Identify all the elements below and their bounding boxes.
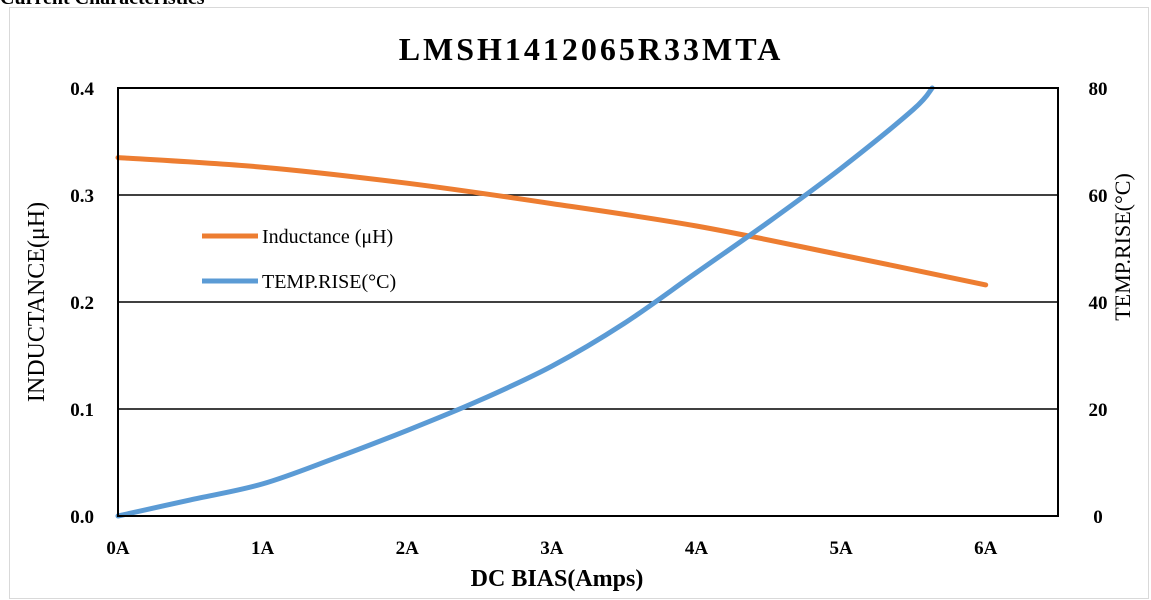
legend: Inductance (μH) TEMP.RISE(°C) — [202, 226, 396, 293]
y-left-tick-label: 0.3 — [70, 186, 94, 207]
series-line-inductance — [115, 155, 989, 288]
series-line-temp-rise — [115, 85, 935, 519]
x-tick-label: 5A — [829, 538, 853, 559]
x-axis-ticks: 0A 1A 2A 3A 4A 5A 6A — [106, 538, 997, 559]
y-right-tick-label: 60 — [1089, 186, 1108, 207]
gridlines — [118, 87, 1058, 517]
right-axis-ticks: 0 20 40 60 80 — [1089, 79, 1108, 528]
y-right-tick-label: 40 — [1089, 293, 1108, 314]
series-layer — [115, 85, 989, 519]
x-tick-label: 2A — [396, 538, 420, 559]
legend-label: Inductance (μH) — [262, 226, 393, 248]
y-left-tick-label: 0.0 — [70, 507, 94, 528]
x-tick-label: 3A — [540, 538, 564, 559]
x-axis-label: DC BIAS(Amps) — [471, 566, 644, 592]
y-axis-right-label: TEMP.RISE(°C) — [1110, 173, 1135, 321]
page-heading: Current Characteristics — [0, 0, 205, 8]
y-left-tick-label: 0.4 — [70, 79, 94, 100]
chart-title: LMSH1412065R33MTA — [399, 31, 784, 67]
y-left-tick-label: 0.1 — [70, 400, 94, 421]
x-tick-label: 0A — [106, 538, 130, 559]
y-right-tick-label: 20 — [1089, 400, 1108, 421]
y-right-tick-label: 0 — [1093, 507, 1103, 528]
legend-label: TEMP.RISE(°C) — [262, 271, 396, 293]
y-left-tick-label: 0.2 — [70, 293, 94, 314]
plot-area-border — [117, 87, 1059, 517]
x-tick-label: 6A — [974, 538, 998, 559]
x-tick-label: 4A — [685, 538, 709, 559]
left-axis-ticks: 0.0 0.1 0.2 0.3 0.4 — [70, 79, 94, 528]
y-axis-left-label: INDUCTANCE(μH) — [24, 202, 50, 402]
y-right-tick-label: 80 — [1089, 79, 1108, 100]
x-tick-label: 1A — [251, 538, 275, 559]
